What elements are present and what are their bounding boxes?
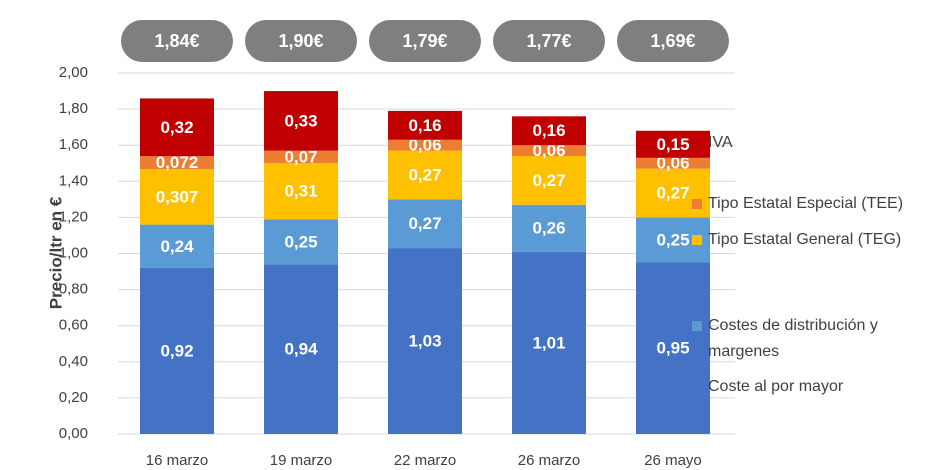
data-label: 0,94 <box>284 340 318 359</box>
data-label: 0,31 <box>284 182 317 201</box>
legend-label: Tipo Estatal General (TEG) <box>708 231 902 248</box>
legend-item: Tipo Estatal Especial (TEE) <box>692 191 922 217</box>
data-label: 0,25 <box>284 232 317 251</box>
legend-item: IVA <box>692 130 922 156</box>
bar-segment <box>140 156 214 170</box>
data-label: 0,32 <box>160 118 193 137</box>
data-label: 0,16 <box>408 116 441 135</box>
bar-segment <box>388 150 462 200</box>
data-label: 0,072 <box>156 153 199 172</box>
total-label: 1,84€ <box>154 31 199 51</box>
data-label: 0,06 <box>656 154 689 173</box>
legend-swatch <box>692 199 702 209</box>
y-tick-label: 1,20 <box>59 208 88 225</box>
legend-swatch <box>692 321 702 331</box>
y-axis-label: Precio/ltr en € <box>46 196 65 309</box>
x-tick-label: 26 mayo <box>644 452 702 469</box>
legend-swatch <box>692 235 702 245</box>
bar-segment <box>140 224 214 268</box>
bar-segment <box>388 139 462 151</box>
total-pill <box>617 20 729 62</box>
data-label: 0,27 <box>532 171 565 190</box>
data-label: 0,16 <box>532 121 565 140</box>
data-label: 0,24 <box>160 237 194 256</box>
data-label: 0,307 <box>156 187 199 206</box>
bar-segment <box>512 145 586 157</box>
y-tick-label: 1,00 <box>59 244 88 261</box>
y-tick-label: 0,60 <box>59 317 88 334</box>
legend-label: Coste al por mayor <box>708 378 844 395</box>
data-label: 0,92 <box>160 341 193 360</box>
data-label: 0,27 <box>656 184 689 203</box>
legend-item: Coste al por mayor <box>692 374 922 400</box>
total-label: 1,90€ <box>278 31 323 51</box>
bar-segment <box>512 116 586 146</box>
y-tick-label: 1,80 <box>59 100 88 117</box>
data-label: 0,15 <box>656 135 689 154</box>
y-tick-label: 0,40 <box>59 353 88 370</box>
bar-segment <box>388 199 462 249</box>
legend-item: Costes de distribución y margenes <box>692 313 922 365</box>
total-pill <box>245 20 357 62</box>
x-tick-label: 16 marzo <box>146 452 209 469</box>
legend-swatch <box>692 382 702 392</box>
total-label: 1,79€ <box>402 31 447 51</box>
total-label: 1,77€ <box>526 31 571 51</box>
y-tick-label: 2,00 <box>59 64 88 81</box>
bar-segment <box>264 150 338 164</box>
data-label: 1,01 <box>532 333 565 352</box>
data-label: 0,95 <box>656 339 689 358</box>
legend-item: Tipo Estatal General (TEG) <box>692 227 922 253</box>
bar-segment <box>264 91 338 151</box>
data-label: 0,27 <box>408 214 441 233</box>
x-tick-label: 19 marzo <box>270 452 333 469</box>
total-pill <box>121 20 233 62</box>
bar-segment <box>512 251 586 434</box>
x-tick-label: 26 marzo <box>518 452 581 469</box>
bar-segment <box>636 168 710 218</box>
bar-segment <box>388 110 462 140</box>
legend-label: IVA <box>708 134 733 151</box>
bar-segment <box>264 219 338 265</box>
y-tick-label: 1,40 <box>59 172 88 189</box>
y-tick-label: 1,60 <box>59 136 88 153</box>
total-pill <box>369 20 481 62</box>
bar-segment <box>140 98 214 157</box>
x-tick-label: 22 marzo <box>394 452 457 469</box>
bar-segment <box>264 163 338 220</box>
y-tick-label: 0,80 <box>59 281 88 298</box>
data-label: 0,06 <box>532 141 565 160</box>
bar-segment <box>512 156 586 205</box>
bar-segment <box>636 262 710 434</box>
y-tick-label: 0,20 <box>59 389 88 406</box>
data-label: 0,27 <box>408 165 441 184</box>
bar-segment <box>388 248 462 434</box>
data-label: 0,07 <box>284 147 317 166</box>
data-label: 0,33 <box>284 111 317 130</box>
data-label: 0,26 <box>532 219 565 238</box>
total-label: 1,69€ <box>650 31 695 51</box>
bar-segment <box>264 264 338 434</box>
bar-segment <box>140 267 214 434</box>
bar-segment <box>140 169 214 225</box>
bar-segment <box>512 204 586 252</box>
legend-label: Tipo Estatal Especial (TEE) <box>708 195 904 212</box>
data-label: 0,25 <box>656 230 689 249</box>
bar-segment <box>636 157 710 169</box>
legend-swatch <box>692 138 702 148</box>
legend-label: Costes de distribución y margenes <box>708 317 878 360</box>
data-label: 0,06 <box>408 136 441 155</box>
data-label: 1,03 <box>408 332 441 351</box>
y-tick-label: 0,00 <box>59 425 88 442</box>
total-pill <box>493 20 605 62</box>
